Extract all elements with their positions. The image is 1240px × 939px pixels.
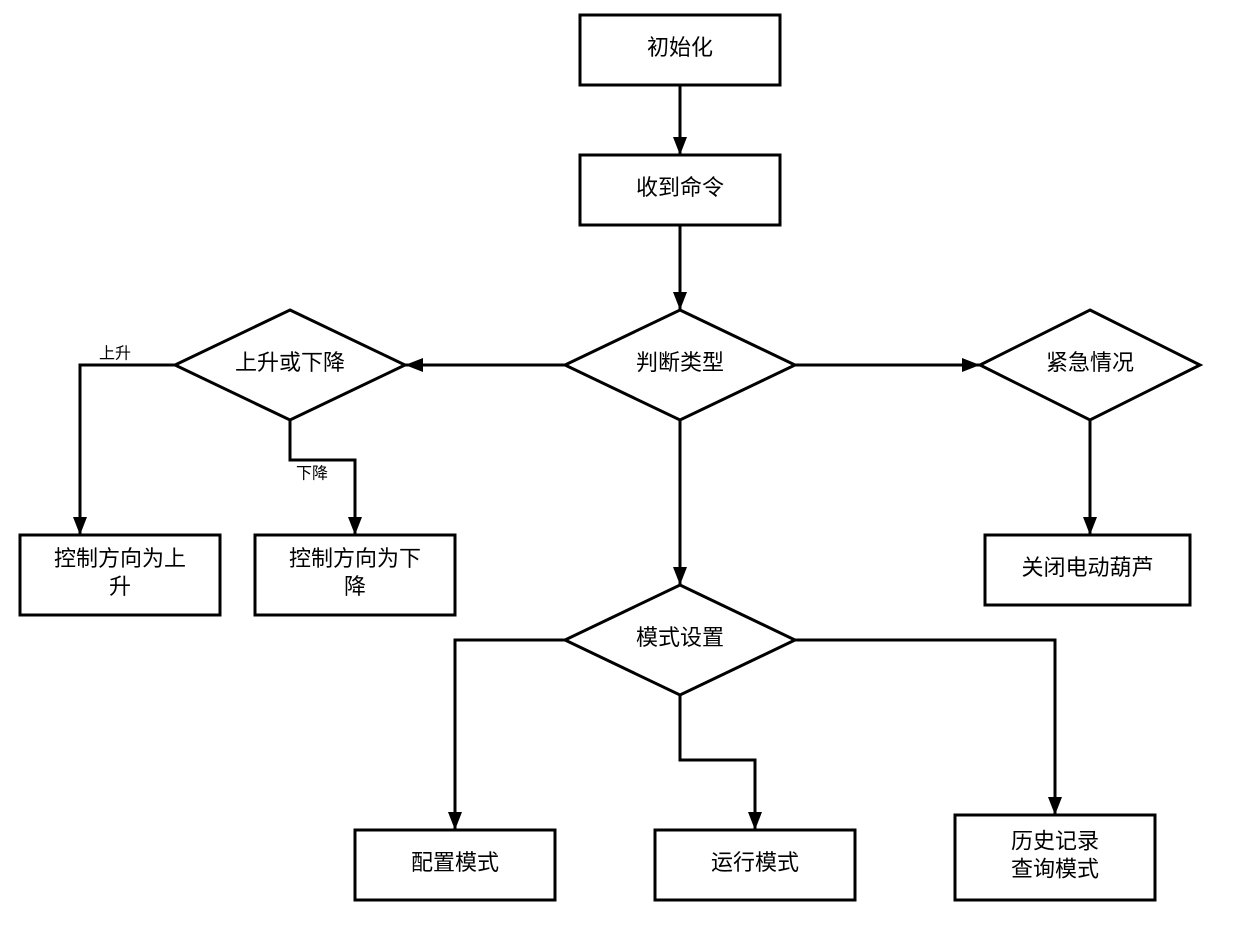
edge (673, 85, 687, 155)
edge (405, 358, 565, 372)
edge (448, 640, 565, 830)
node-run: 运行模式 (655, 830, 855, 900)
svg-text:判断类型: 判断类型 (636, 350, 724, 375)
node-ctrlDn: 控制方向为下降 (255, 535, 455, 615)
node-init: 初始化 (580, 15, 780, 85)
svg-text:紧急情况: 紧急情况 (1046, 350, 1134, 375)
node-judge: 判断类型 (565, 310, 795, 420)
svg-text:运行模式: 运行模式 (711, 850, 799, 875)
svg-text:控制方向为上: 控制方向为上 (54, 546, 186, 571)
edge (795, 358, 980, 372)
svg-text:上升或下降: 上升或下降 (235, 350, 345, 375)
node-close: 关闭电动葫芦 (985, 535, 1190, 605)
svg-text:查询模式: 查询模式 (1011, 857, 1099, 882)
node-emerg: 紧急情况 (980, 310, 1200, 420)
edge-label-up: 上升 (99, 345, 131, 363)
edge (680, 695, 762, 830)
node-ctrlUp: 控制方向为上升 (20, 535, 220, 615)
edge (673, 420, 687, 585)
svg-text:控制方向为下: 控制方向为下 (289, 546, 421, 571)
node-recv: 收到命令 (580, 155, 780, 225)
svg-text:收到命令: 收到命令 (636, 175, 724, 200)
edge (1083, 420, 1097, 535)
node-cfg: 配置模式 (355, 830, 555, 900)
edge-label-down: 下降 (296, 465, 328, 483)
svg-text:初始化: 初始化 (647, 35, 713, 60)
svg-text:历史记录: 历史记录 (1011, 829, 1099, 854)
edge (73, 365, 175, 535)
node-mode: 模式设置 (565, 585, 795, 695)
svg-text:配置模式: 配置模式 (411, 850, 499, 875)
svg-text:升: 升 (109, 574, 131, 599)
svg-text:关闭电动葫芦: 关闭电动葫芦 (1021, 555, 1153, 580)
edge (673, 225, 687, 310)
svg-text:降: 降 (344, 574, 366, 599)
edge (795, 640, 1062, 815)
node-hist: 历史记录查询模式 (955, 815, 1155, 900)
node-updown: 上升或下降 (175, 310, 405, 420)
svg-text:模式设置: 模式设置 (636, 625, 724, 650)
